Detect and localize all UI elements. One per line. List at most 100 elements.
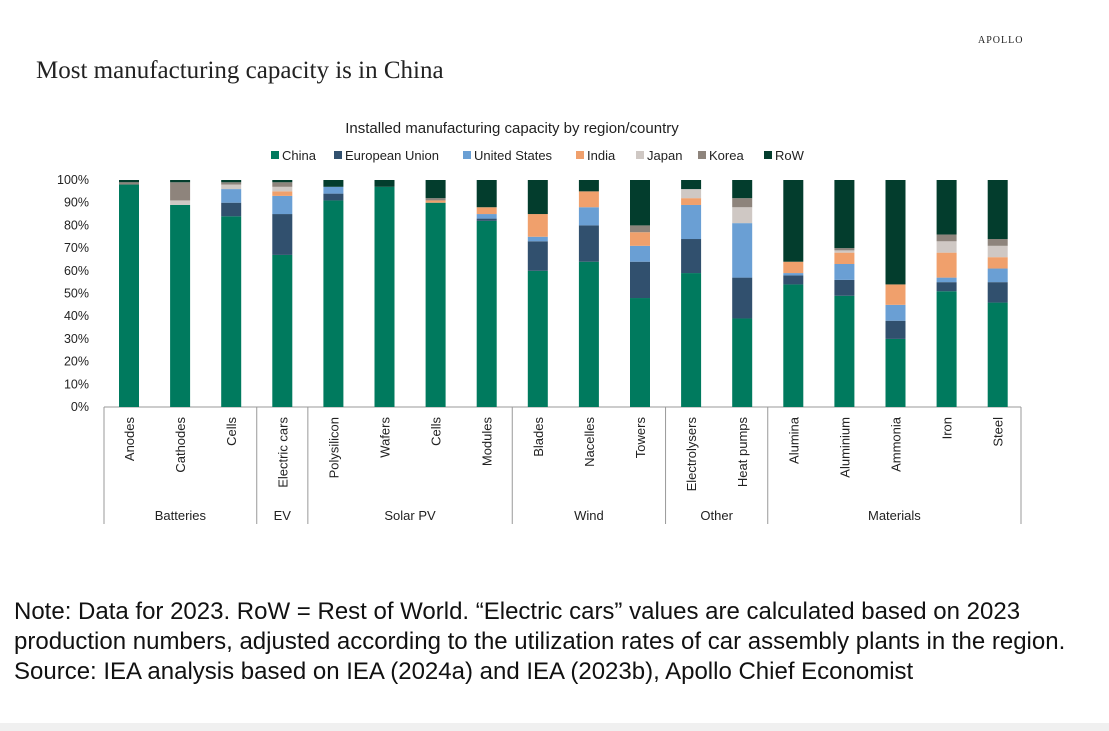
bar-segment-row bbox=[272, 180, 293, 183]
bar-segment-china bbox=[732, 318, 753, 407]
x-tick-label: Towers bbox=[633, 417, 648, 459]
bar-segment-european-union bbox=[783, 275, 804, 285]
bar-segment-european-union bbox=[323, 193, 344, 201]
bar-segment-china bbox=[630, 298, 650, 407]
bar-segment-united-states bbox=[578, 207, 599, 226]
bar-segment-china bbox=[374, 186, 395, 407]
bar-segment-china bbox=[987, 302, 1008, 407]
x-tick-label: Electrolysers bbox=[684, 417, 699, 492]
bar-segment-india bbox=[272, 191, 293, 196]
bar-segment-united-states bbox=[936, 277, 957, 283]
bar-segment-japan bbox=[987, 245, 1008, 258]
bar-segment-india bbox=[834, 252, 855, 264]
x-tick-label: Electric cars bbox=[275, 417, 290, 488]
legend-label-korea: Korea bbox=[709, 148, 744, 163]
x-tick-label: Cells bbox=[429, 417, 444, 446]
bar-segment-india bbox=[425, 200, 446, 203]
legend-swatch-china bbox=[271, 151, 279, 159]
x-tick-label: Alumina bbox=[786, 416, 801, 464]
bar-segment-united-states bbox=[681, 204, 702, 240]
bar-segment-china bbox=[936, 291, 957, 407]
bar-segment-india bbox=[783, 261, 804, 274]
bar-segment-china bbox=[221, 216, 242, 407]
bar-segment-korea bbox=[834, 248, 855, 251]
bar-segment-china bbox=[578, 261, 599, 407]
bar-segment-united-states bbox=[476, 214, 497, 219]
bar-segment-korea bbox=[732, 198, 753, 208]
bar-segment-china bbox=[170, 204, 191, 407]
y-tick-label: 20% bbox=[64, 355, 89, 369]
bar-segment-united-states bbox=[987, 268, 1008, 283]
bar-segment-korea bbox=[425, 198, 446, 201]
chart-title: Installed manufacturing capacity by regi… bbox=[345, 120, 679, 137]
bar-segment-row bbox=[221, 180, 242, 183]
bar-segment-china bbox=[425, 202, 446, 407]
bar-segment-row bbox=[885, 180, 906, 285]
bar-segment-china bbox=[681, 273, 702, 407]
y-tick-label: 0% bbox=[71, 400, 89, 414]
y-tick-label: 10% bbox=[64, 377, 89, 391]
bar-segment-european-union bbox=[936, 282, 957, 292]
bar-segment-united-states bbox=[732, 223, 753, 278]
bottom-strip bbox=[0, 723, 1109, 731]
bar-segment-korea bbox=[987, 239, 1008, 246]
y-tick-label: 80% bbox=[64, 218, 89, 232]
bar-segment-european-union bbox=[834, 279, 855, 296]
bar-segment-european-union bbox=[681, 239, 702, 274]
bar-segment-japan bbox=[681, 189, 702, 199]
bar-segment-china bbox=[476, 220, 497, 407]
chart-bars bbox=[119, 180, 1008, 407]
x-tick-label: Modules bbox=[480, 417, 495, 467]
group-label-other: Other bbox=[700, 508, 733, 523]
bar-segment-india bbox=[936, 252, 957, 278]
bar-segment-china bbox=[272, 254, 293, 407]
bar-segment-european-union bbox=[987, 282, 1008, 303]
group-label-solar-pv: Solar PV bbox=[384, 508, 436, 523]
bar-segment-china bbox=[323, 200, 344, 407]
bar-segment-china bbox=[885, 338, 906, 407]
legend-label-row: RoW bbox=[775, 148, 805, 163]
y-tick-label: 40% bbox=[64, 309, 89, 323]
x-tick-label: Ammonia bbox=[889, 416, 904, 472]
x-tick-label: Nacelles bbox=[582, 417, 597, 467]
bar-segment-china bbox=[119, 184, 139, 407]
x-tick-label: Steel bbox=[991, 417, 1006, 447]
bar-segment-japan bbox=[272, 186, 293, 192]
bar-segment-united-states bbox=[272, 195, 293, 215]
x-tick-label: Blades bbox=[531, 417, 546, 457]
bar-segment-india bbox=[527, 214, 548, 237]
bar-segment-united-states bbox=[630, 245, 650, 262]
chart-legend: China European Union United States India Jap… bbox=[271, 148, 805, 163]
bar-segment-india bbox=[885, 284, 906, 305]
legend-label-japan: Japan bbox=[647, 148, 682, 163]
x-tick-label: Cathodes bbox=[173, 417, 188, 473]
stacked-bar-chart: Installed manufacturing capacity by regi… bbox=[57, 120, 1022, 524]
group-label-wind: Wind bbox=[574, 508, 604, 523]
legend-swatch-european-union bbox=[334, 151, 342, 159]
group-label-materials: Materials bbox=[868, 508, 921, 523]
y-tick-label: 50% bbox=[64, 287, 89, 301]
bar-segment-row bbox=[119, 180, 139, 183]
x-tick-label: Iron bbox=[940, 417, 955, 439]
legend-swatch-japan bbox=[636, 151, 644, 159]
legend-label-european-union: European Union bbox=[345, 148, 439, 163]
bar-segment-european-union bbox=[476, 218, 497, 221]
bar-segment-united-states bbox=[527, 236, 548, 242]
bar-segment-korea bbox=[936, 234, 957, 242]
bar-segment-japan bbox=[834, 250, 855, 253]
headline: Most manufacturing capacity is in China bbox=[36, 57, 444, 84]
bar-segment-india bbox=[681, 198, 702, 205]
y-tick-label: 90% bbox=[64, 196, 89, 210]
x-tick-label: Aluminium bbox=[837, 417, 852, 478]
bar-segment-united-states bbox=[834, 263, 855, 280]
x-tick-label: Anodes bbox=[122, 417, 137, 462]
bar-segment-japan bbox=[170, 200, 191, 205]
x-tick-label: Polysilicon bbox=[326, 417, 341, 478]
bar-segment-row bbox=[732, 180, 753, 199]
legend-label-india: India bbox=[587, 148, 616, 163]
legend-swatch-united-states bbox=[463, 151, 471, 159]
bar-segment-row bbox=[630, 180, 650, 226]
chart-note: Note: Data for 2023. RoW = Rest of World… bbox=[14, 598, 1066, 685]
brand-logo-text: APOLLO bbox=[978, 35, 1024, 46]
legend-swatch-india bbox=[576, 151, 584, 159]
